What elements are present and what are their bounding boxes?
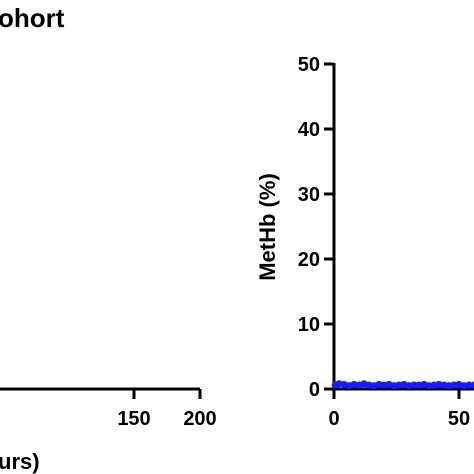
right-panel: MetHb (%) 0 10 20 30 40 50 0 50	[255, 54, 474, 430]
y-axis-label: MetHb (%)	[255, 173, 280, 281]
left-x-tick-label: 200	[183, 408, 216, 430]
data-points	[331, 380, 474, 390]
x-tick-label: 50	[448, 408, 470, 430]
left-x-axis-label: urs)	[0, 449, 40, 474]
y-tick-label: 50	[298, 54, 320, 76]
y-tick-label: 0	[309, 379, 320, 401]
data-point	[470, 381, 474, 389]
x-tick-label: 0	[328, 408, 339, 430]
data-point	[465, 381, 473, 389]
y-tick-label: 20	[298, 249, 320, 271]
left-panel-title: ohort	[0, 3, 65, 33]
y-tick-label: 10	[298, 314, 320, 336]
left-panel: ohort 150 200 urs)	[0, 3, 217, 474]
y-ticks: 0 10 20 30 40 50	[298, 54, 334, 401]
y-tick-label: 40	[298, 119, 320, 141]
data-point	[410, 381, 418, 389]
y-tick-label: 30	[298, 184, 320, 206]
left-x-tick-label: 150	[117, 408, 150, 430]
left-x-ticks: 150 200	[117, 389, 217, 430]
x-ticks: 0 50	[328, 389, 470, 430]
